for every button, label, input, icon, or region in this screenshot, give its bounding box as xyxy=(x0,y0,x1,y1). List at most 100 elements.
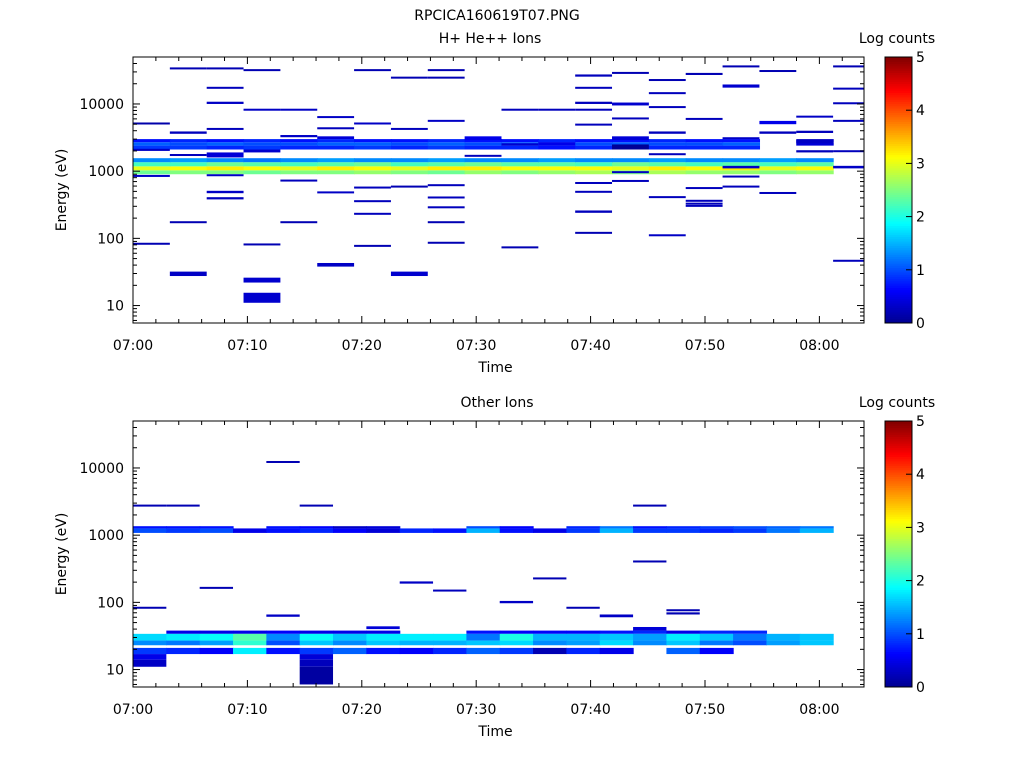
colorbar-frame xyxy=(884,420,913,688)
colorbar-segment xyxy=(885,655,912,659)
heatmap-cell xyxy=(433,528,467,533)
colorbar-segment xyxy=(885,491,912,495)
colorbar-segment xyxy=(885,602,912,606)
colorbar-segment xyxy=(885,624,912,628)
x-tick-label: 07:50 xyxy=(685,702,725,718)
colorbar-segment xyxy=(885,633,912,637)
heatmap-cell xyxy=(501,166,539,171)
heatmap-cell xyxy=(243,243,281,246)
heatmap-cell xyxy=(685,162,724,167)
heatmap-cell xyxy=(266,526,301,529)
colorbar-segment xyxy=(885,143,912,147)
colorbar-segment xyxy=(885,132,912,136)
heatmap-cell xyxy=(666,528,701,533)
heatmap-cell xyxy=(427,166,466,171)
colorbar-segment xyxy=(885,170,912,173)
heatmap-cell xyxy=(466,647,501,655)
heatmap-cell xyxy=(266,640,301,646)
heatmap-cell xyxy=(433,647,467,655)
heatmap-cell xyxy=(317,127,355,130)
colorbar-segment xyxy=(885,518,912,522)
heatmap-cell xyxy=(243,69,281,72)
colorbar-segment xyxy=(885,449,912,453)
heatmap-cell xyxy=(666,630,701,634)
heatmap-cell xyxy=(633,630,668,634)
heatmap-cell xyxy=(699,633,734,641)
heatmap-cell xyxy=(233,647,267,655)
heatmap-cell xyxy=(433,633,467,641)
colorbar-segment xyxy=(885,298,912,302)
colorbar-segment xyxy=(885,478,912,482)
heatmap-cell xyxy=(266,614,300,617)
colorbar-segment xyxy=(885,156,912,160)
heatmap-cell xyxy=(575,158,613,163)
heatmap-cell xyxy=(685,187,723,190)
heatmap-cell xyxy=(166,640,201,646)
colorbar-segment xyxy=(885,443,912,446)
y-tick-label: 10000 xyxy=(79,461,124,477)
heatmap-cell xyxy=(612,144,649,150)
heatmap-cell xyxy=(799,526,834,529)
heatmap-cell xyxy=(633,504,667,507)
colorbar-segment xyxy=(885,673,912,677)
heatmap-cell xyxy=(317,116,355,119)
heatmap-cell xyxy=(722,142,761,146)
heatmap-cell xyxy=(575,108,613,111)
heatmap-cell xyxy=(133,242,170,245)
heatmap-cell xyxy=(366,640,401,646)
heatmap-cell xyxy=(533,528,567,533)
heatmap-cell xyxy=(427,69,465,72)
colorbar-segment xyxy=(885,651,912,655)
y-axis-label: Energy (eV) xyxy=(54,149,70,232)
colorbar-segment xyxy=(885,565,912,568)
colorbar-segment xyxy=(885,569,912,573)
heatmap-cell xyxy=(759,70,797,73)
heatmap-cell xyxy=(169,145,208,150)
heatmap-cell xyxy=(427,196,465,199)
colorbar-segment xyxy=(885,534,912,537)
colorbar-segment xyxy=(885,260,912,264)
colorbar-segment xyxy=(885,291,912,295)
heatmap-cell xyxy=(538,142,576,146)
colorbar-segment xyxy=(885,578,912,582)
colorbar-segment xyxy=(885,223,912,226)
heatmap-cell xyxy=(575,166,613,171)
heatmap-cell xyxy=(685,204,723,207)
heatmap-cell xyxy=(499,640,534,646)
panel-title: H+ He++ Ions xyxy=(439,31,542,47)
colorbar-tick-label: 0 xyxy=(916,680,925,696)
heatmap-cell xyxy=(354,142,392,146)
colorbar-segment xyxy=(885,469,912,473)
colorbar-segment xyxy=(885,585,912,588)
heatmap-cell xyxy=(133,170,171,175)
heatmap-cell xyxy=(169,142,208,146)
plot-frame xyxy=(132,420,865,688)
colorbar-tick-label: 4 xyxy=(916,467,925,483)
heatmap-cell xyxy=(685,117,723,120)
heatmap-cell xyxy=(612,158,650,163)
colorbar-segment xyxy=(885,311,912,315)
colorbar-segment xyxy=(885,318,912,322)
colorbar-segment xyxy=(885,483,912,486)
heatmap-cell xyxy=(499,600,534,604)
heatmap-cell xyxy=(427,142,466,146)
heatmap-cell xyxy=(333,647,367,655)
heatmap-cell xyxy=(243,145,281,150)
panel-title: Other Ions xyxy=(460,395,533,411)
colorbar-segment xyxy=(885,209,912,213)
colorbar-segment xyxy=(885,110,912,113)
colorbar-segment xyxy=(885,511,912,515)
colorbar-segment xyxy=(885,103,912,107)
heatmap-cell xyxy=(722,139,761,143)
heatmap-cell xyxy=(833,65,864,68)
heatmap-cell xyxy=(133,148,170,151)
heatmap-cell xyxy=(759,120,797,125)
x-axis-label: Time xyxy=(477,724,512,740)
colorbar-segment xyxy=(885,245,912,249)
heatmap-cell xyxy=(666,526,701,529)
colorbar-tick-label: 2 xyxy=(916,210,925,226)
colorbar-segment xyxy=(885,234,912,238)
colorbar-segment xyxy=(885,589,912,593)
colorbar-segment xyxy=(885,112,912,116)
x-tick-label: 07:50 xyxy=(685,338,725,354)
